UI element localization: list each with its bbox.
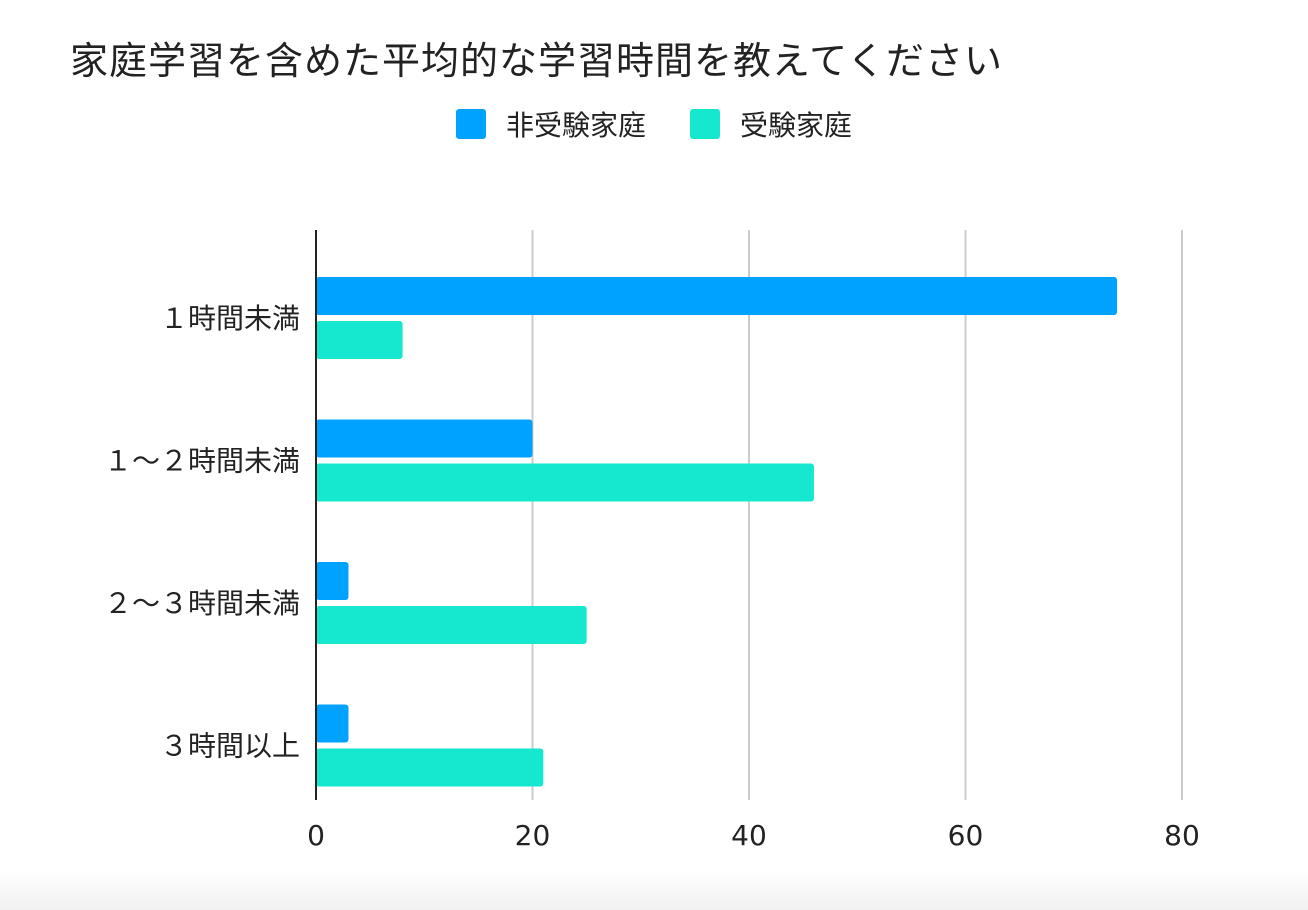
category-label-3: ３時間以上 <box>160 730 300 763</box>
bar-series-0-cat-0 <box>316 277 1118 315</box>
bar-series-1-cat-3 <box>316 748 544 787</box>
legend-label-series-0: 非受験家庭 <box>505 109 646 142</box>
category-label-1: １～２時間未満 <box>104 445 300 478</box>
chart-title: 家庭学習を含めた平均的な学習時間を教えてください <box>70 39 1003 83</box>
bar-series-1-cat-1 <box>316 463 814 502</box>
x-tick-label-80: 80 <box>1164 819 1200 852</box>
legend-swatch-series-1 <box>690 109 720 139</box>
x-tick-label-20: 20 <box>515 819 551 852</box>
x-tick-label-0: 0 <box>307 819 325 852</box>
bar-series-1-cat-2 <box>316 606 587 644</box>
x-tick-label-60: 60 <box>948 819 984 852</box>
legend-item-series-1: 受験家庭 <box>690 104 852 144</box>
bar-series-1-cat-0 <box>316 321 403 359</box>
x-tick-label-40: 40 <box>731 819 767 852</box>
bottom-fade <box>0 870 1308 910</box>
category-label-0: １時間未満 <box>160 302 300 335</box>
legend-label-series-1: 受験家庭 <box>740 109 853 142</box>
bar-series-0-cat-2 <box>316 562 349 600</box>
bar-series-0-cat-1 <box>316 419 533 458</box>
legend-item-series-0: 非受験家庭 <box>455 104 646 144</box>
legend: 非受験家庭 受験家庭 <box>0 104 1308 144</box>
bar-series-0-cat-3 <box>316 704 349 743</box>
category-label-2: ２～３時間未満 <box>104 587 300 620</box>
legend-swatch-series-0 <box>455 109 486 139</box>
